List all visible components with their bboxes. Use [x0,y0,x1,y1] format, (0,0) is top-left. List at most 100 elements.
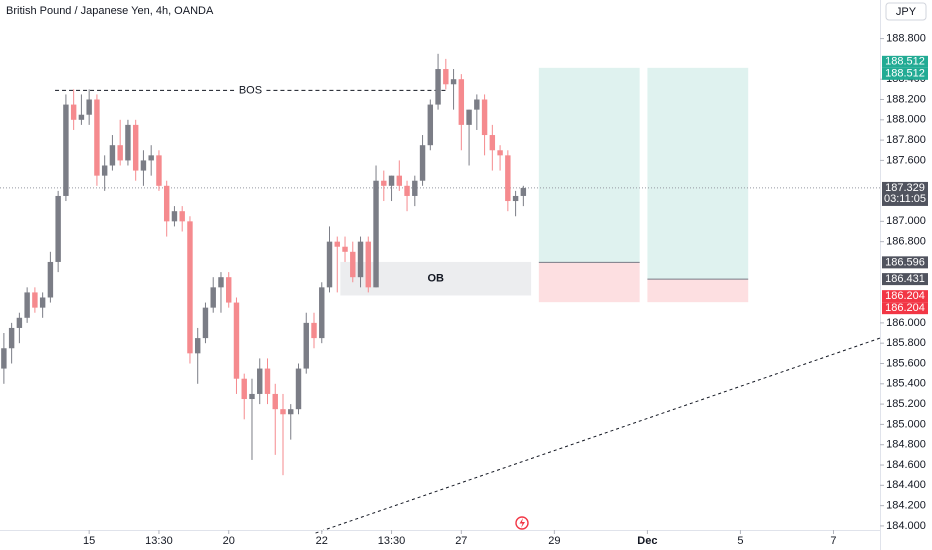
x-tick-label: 29 [548,535,560,547]
y-tick-label: 186.800 [886,236,926,248]
y-tick-label: 185.600 [886,357,926,369]
candle-body [505,155,511,202]
x-tick-label: 13:30 [145,535,173,547]
x-tick-label: 22 [316,535,328,547]
candle-body [140,160,147,171]
candle-body [218,277,224,288]
current-price-label: 187.329 [885,182,925,194]
candle-body [264,368,271,394]
x-tick-label: Dec [637,535,657,547]
candle-body [16,317,23,328]
candle-body [419,145,426,181]
candle-body [450,79,457,85]
candle-body [272,393,278,410]
candle-body [94,99,100,176]
candle-body [117,145,123,161]
candle-body [210,287,216,308]
candle-body [55,195,61,262]
candle-body [163,185,170,222]
currency-box[interactable] [885,2,927,21]
candle-body [326,241,333,288]
order-block-label: OB [427,273,444,285]
candle-body [132,124,139,171]
y-tick-label: 185.400 [886,378,926,390]
candle-body [489,135,496,151]
y-tick-label: 186.000 [886,317,926,329]
candle-body [303,322,309,369]
price-label-bg [882,273,928,286]
candle-body [249,393,255,400]
candle-body [295,368,302,410]
candle-body [125,124,131,161]
profit-zone [647,67,749,280]
candle-body [481,99,488,136]
x-tick-label: 13:30 [378,535,406,547]
candle-body [412,180,418,196]
candle-body [466,109,472,125]
candle-body [288,409,294,415]
candle-body [101,165,108,176]
y-tick-label: 184.400 [886,479,926,491]
candle-body [187,221,193,354]
price-label: 188.512 [885,56,925,68]
chart-title: British Pound / Japanese Yen, 4h, OANDA [6,5,214,17]
candle-body [47,261,54,298]
candle-body [458,79,465,125]
candle-body [497,150,503,156]
x-tick-label: 27 [455,535,467,547]
y-tick-label: 184.600 [886,459,926,471]
y-tick-label: 184.800 [886,439,926,451]
title-bg [2,2,174,20]
candle-body [241,378,247,400]
candle-body [427,104,434,146]
y-tick-label: 188.200 [886,93,926,105]
candle-body [474,99,480,110]
candle-body [435,69,441,105]
price-label: 188.512 [885,68,925,80]
candle-body [257,368,263,394]
candle-body [512,195,519,202]
candle-body [8,327,15,349]
x-tick-label: 20 [223,535,235,547]
candle-body [156,155,162,186]
candle-body [357,241,364,278]
y-tick-label: 187.800 [886,134,926,146]
candle-body [194,338,201,354]
candle-body [334,241,340,247]
profit-zone [538,67,640,263]
price-label-bg [882,55,928,68]
y-tick-label: 187.000 [886,215,926,227]
candle-body [86,99,92,115]
candle-body [32,292,38,308]
y-tick-label: 188.000 [886,114,926,126]
events-icon[interactable] [515,516,529,530]
candle-body [365,241,371,288]
candle-body [109,145,116,166]
price-label-bg [882,256,928,269]
price-label: 186.204 [885,290,925,302]
price-label: 186.204 [885,302,925,314]
price-label-bg [882,67,928,80]
x-tick-label: 7 [830,535,836,547]
current-price-bg [882,181,928,206]
y-tick-label: 188.800 [886,32,926,44]
candle-body [396,175,403,186]
candle-body [404,185,410,196]
loss-zone [538,262,640,303]
candle-body [148,155,154,161]
candle-body [373,180,379,288]
events-bolt [519,518,525,528]
x-tick-label: 5 [737,535,743,547]
bos-label: BOS [239,84,262,96]
candle-body [520,187,527,196]
candle-body [381,180,387,186]
candle-body [70,104,77,120]
candle-body [233,302,240,379]
y-tick-label: 184.200 [886,500,926,512]
y-tick-label: 187.600 [886,154,926,166]
candle-body [63,104,69,196]
candle-body [78,114,85,120]
price-label-bg [882,302,928,315]
countdown: 03:11:05 [884,193,926,205]
candle-body [311,322,317,339]
